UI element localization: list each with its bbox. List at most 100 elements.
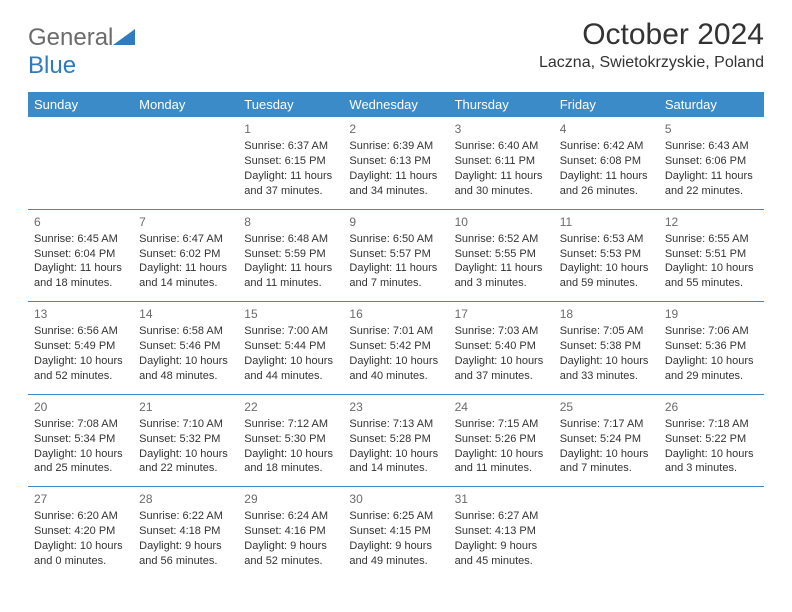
sunset-text: Sunset: 6:02 PM — [139, 247, 232, 262]
day-number: 5 — [665, 121, 758, 137]
sunset-text: Sunset: 5:38 PM — [560, 339, 653, 354]
daylight-text: and 56 minutes. — [139, 554, 232, 569]
daylight-text: Daylight: 10 hours — [244, 354, 337, 369]
day-number: 19 — [665, 306, 758, 322]
calendar-cell: 29Sunrise: 6:24 AMSunset: 4:16 PMDayligh… — [238, 487, 343, 579]
logo-text: GeneralBlue — [28, 24, 135, 80]
sunset-text: Sunset: 5:51 PM — [665, 247, 758, 262]
daylight-text: Daylight: 11 hours — [244, 169, 337, 184]
daylight-text: and 29 minutes. — [665, 369, 758, 384]
calendar-table: SundayMondayTuesdayWednesdayThursdayFrid… — [28, 92, 764, 579]
daylight-text: Daylight: 11 hours — [560, 169, 653, 184]
calendar-cell: 3Sunrise: 6:40 AMSunset: 6:11 PMDaylight… — [449, 117, 554, 209]
day-header: Tuesday — [238, 92, 343, 117]
logo-word1: General — [28, 24, 113, 51]
sunset-text: Sunset: 4:16 PM — [244, 524, 337, 539]
sunrise-text: Sunrise: 6:27 AM — [455, 509, 548, 524]
day-header: Monday — [133, 92, 238, 117]
sunset-text: Sunset: 5:26 PM — [455, 432, 548, 447]
day-number: 12 — [665, 214, 758, 230]
day-number: 25 — [560, 399, 653, 415]
sunrise-text: Sunrise: 6:50 AM — [349, 232, 442, 247]
day-number: 8 — [244, 214, 337, 230]
day-number: 21 — [139, 399, 232, 415]
daylight-text: Daylight: 10 hours — [244, 447, 337, 462]
daylight-text: Daylight: 9 hours — [244, 539, 337, 554]
daylight-text: and 7 minutes. — [560, 461, 653, 476]
calendar-cell: 7Sunrise: 6:47 AMSunset: 6:02 PMDaylight… — [133, 209, 238, 302]
day-number: 15 — [244, 306, 337, 322]
daylight-text: and 33 minutes. — [560, 369, 653, 384]
sunrise-text: Sunrise: 7:13 AM — [349, 417, 442, 432]
sunrise-text: Sunrise: 6:56 AM — [34, 324, 127, 339]
sunrise-text: Sunrise: 6:24 AM — [244, 509, 337, 524]
daylight-text: and 44 minutes. — [244, 369, 337, 384]
day-number: 6 — [34, 214, 127, 230]
calendar-cell: 22Sunrise: 7:12 AMSunset: 5:30 PMDayligh… — [238, 394, 343, 487]
calendar-cell: 12Sunrise: 6:55 AMSunset: 5:51 PMDayligh… — [659, 209, 764, 302]
day-number: 4 — [560, 121, 653, 137]
daylight-text: Daylight: 10 hours — [34, 354, 127, 369]
calendar-week: 27Sunrise: 6:20 AMSunset: 4:20 PMDayligh… — [28, 487, 764, 579]
daylight-text: and 11 minutes. — [244, 276, 337, 291]
daylight-text: Daylight: 10 hours — [560, 447, 653, 462]
calendar-cell: 30Sunrise: 6:25 AMSunset: 4:15 PMDayligh… — [343, 487, 448, 579]
sunrise-text: Sunrise: 6:43 AM — [665, 139, 758, 154]
calendar-body: 1Sunrise: 6:37 AMSunset: 6:15 PMDaylight… — [28, 117, 764, 579]
calendar-cell: 21Sunrise: 7:10 AMSunset: 5:32 PMDayligh… — [133, 394, 238, 487]
calendar-cell: 11Sunrise: 6:53 AMSunset: 5:53 PMDayligh… — [554, 209, 659, 302]
sunrise-text: Sunrise: 7:12 AM — [244, 417, 337, 432]
daylight-text: Daylight: 10 hours — [455, 447, 548, 462]
daylight-text: and 22 minutes. — [139, 461, 232, 476]
page-header: GeneralBlue October 2024 Laczna, Swietok… — [28, 18, 764, 80]
daylight-text: and 48 minutes. — [139, 369, 232, 384]
daylight-text: and 11 minutes. — [455, 461, 548, 476]
day-number: 27 — [34, 491, 127, 507]
daylight-text: and 0 minutes. — [34, 554, 127, 569]
sunrise-text: Sunrise: 6:58 AM — [139, 324, 232, 339]
sunrise-text: Sunrise: 6:20 AM — [34, 509, 127, 524]
daylight-text: Daylight: 10 hours — [349, 447, 442, 462]
calendar-cell: 13Sunrise: 6:56 AMSunset: 5:49 PMDayligh… — [28, 302, 133, 395]
sunrise-text: Sunrise: 7:03 AM — [455, 324, 548, 339]
sunrise-text: Sunrise: 7:06 AM — [665, 324, 758, 339]
daylight-text: and 22 minutes. — [665, 184, 758, 199]
logo-triangle-icon — [113, 29, 135, 45]
daylight-text: and 45 minutes. — [455, 554, 548, 569]
daylight-text: and 7 minutes. — [349, 276, 442, 291]
daylight-text: and 59 minutes. — [560, 276, 653, 291]
daylight-text: Daylight: 10 hours — [139, 447, 232, 462]
daylight-text: and 52 minutes. — [244, 554, 337, 569]
sunset-text: Sunset: 4:13 PM — [455, 524, 548, 539]
day-number: 14 — [139, 306, 232, 322]
daylight-text: Daylight: 11 hours — [455, 169, 548, 184]
sunrise-text: Sunrise: 7:10 AM — [139, 417, 232, 432]
sunrise-text: Sunrise: 6:52 AM — [455, 232, 548, 247]
calendar-cell: 16Sunrise: 7:01 AMSunset: 5:42 PMDayligh… — [343, 302, 448, 395]
sunset-text: Sunset: 5:36 PM — [665, 339, 758, 354]
sunset-text: Sunset: 5:59 PM — [244, 247, 337, 262]
sunset-text: Sunset: 5:55 PM — [455, 247, 548, 262]
sunset-text: Sunset: 5:46 PM — [139, 339, 232, 354]
day-number: 1 — [244, 121, 337, 137]
day-number: 17 — [455, 306, 548, 322]
daylight-text: and 37 minutes. — [244, 184, 337, 199]
calendar-cell — [554, 487, 659, 579]
daylight-text: Daylight: 11 hours — [244, 261, 337, 276]
day-number: 30 — [349, 491, 442, 507]
day-number: 10 — [455, 214, 548, 230]
calendar-cell: 14Sunrise: 6:58 AMSunset: 5:46 PMDayligh… — [133, 302, 238, 395]
daylight-text: Daylight: 11 hours — [34, 261, 127, 276]
daylight-text: and 18 minutes. — [244, 461, 337, 476]
day-header: Wednesday — [343, 92, 448, 117]
calendar-cell: 28Sunrise: 6:22 AMSunset: 4:18 PMDayligh… — [133, 487, 238, 579]
daylight-text: and 30 minutes. — [455, 184, 548, 199]
sunset-text: Sunset: 6:11 PM — [455, 154, 548, 169]
sunrise-text: Sunrise: 6:22 AM — [139, 509, 232, 524]
sunset-text: Sunset: 5:22 PM — [665, 432, 758, 447]
daylight-text: Daylight: 10 hours — [665, 447, 758, 462]
day-number: 26 — [665, 399, 758, 415]
calendar-cell: 10Sunrise: 6:52 AMSunset: 5:55 PMDayligh… — [449, 209, 554, 302]
sunrise-text: Sunrise: 7:18 AM — [665, 417, 758, 432]
daylight-text: and 37 minutes. — [455, 369, 548, 384]
